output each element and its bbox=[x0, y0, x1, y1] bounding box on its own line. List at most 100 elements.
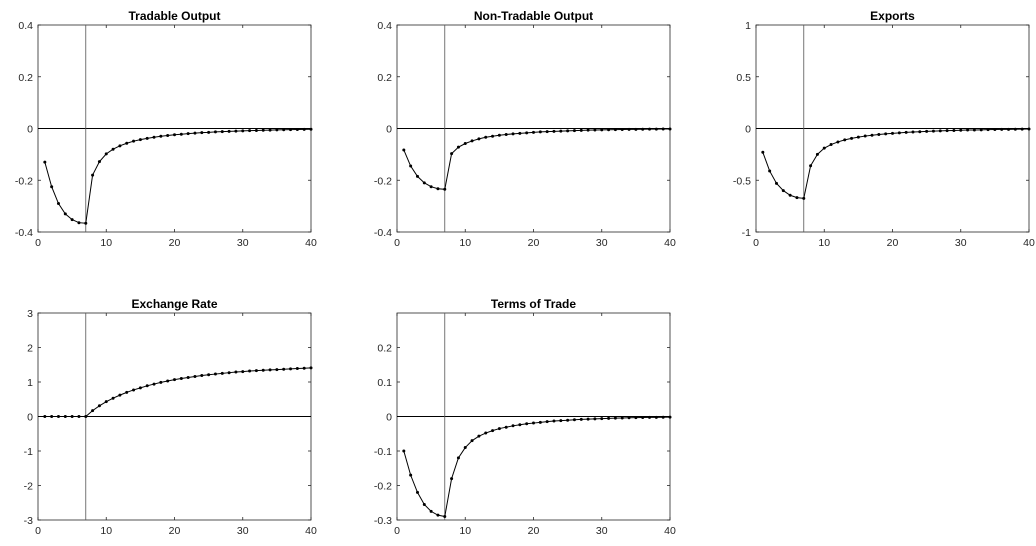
x-tick-label: 10 bbox=[100, 237, 112, 249]
x-tick-label: 20 bbox=[169, 237, 181, 249]
data-point bbox=[648, 415, 652, 419]
data-point bbox=[668, 127, 672, 131]
data-point bbox=[125, 390, 129, 394]
x-tick-label: 10 bbox=[459, 237, 471, 249]
data-point bbox=[443, 187, 447, 191]
y-tick-label: -0.4 bbox=[374, 227, 392, 239]
data-point bbox=[566, 129, 570, 133]
data-point bbox=[532, 421, 535, 425]
data-point bbox=[220, 130, 224, 134]
x-tick-label: 30 bbox=[596, 525, 608, 537]
data-point bbox=[470, 439, 474, 443]
data-point bbox=[63, 415, 67, 418]
data-point bbox=[518, 131, 522, 135]
data-point bbox=[938, 129, 942, 133]
data-point bbox=[945, 129, 949, 133]
data-point bbox=[518, 423, 522, 427]
x-tick-label: 40 bbox=[305, 237, 317, 249]
data-point bbox=[97, 160, 101, 164]
chart-title: Exports bbox=[870, 9, 915, 23]
data-point bbox=[620, 416, 624, 420]
data-point bbox=[415, 174, 419, 178]
x-tick-label: 10 bbox=[818, 237, 830, 249]
y-tick-label: 0.4 bbox=[18, 20, 33, 32]
data-point bbox=[504, 425, 508, 429]
y-tick-label: 0 bbox=[745, 124, 751, 136]
x-tick-label: 20 bbox=[528, 237, 540, 249]
data-point bbox=[125, 141, 129, 145]
data-point bbox=[132, 139, 136, 143]
data-point bbox=[952, 128, 956, 132]
data-point bbox=[579, 128, 583, 132]
y-tick-label: -3 bbox=[24, 515, 33, 527]
data-point bbox=[309, 127, 313, 131]
data-point bbox=[97, 404, 101, 408]
data-point bbox=[70, 415, 74, 418]
data-point bbox=[91, 173, 95, 177]
data-point bbox=[586, 417, 590, 421]
data-point bbox=[179, 132, 183, 136]
data-point bbox=[43, 160, 47, 164]
x-tick-label: 30 bbox=[237, 237, 249, 249]
data-point bbox=[809, 164, 813, 168]
x-tick-label: 0 bbox=[35, 525, 41, 537]
data-point bbox=[77, 221, 81, 225]
data-point bbox=[282, 128, 286, 132]
data-point bbox=[552, 129, 556, 133]
data-point bbox=[289, 128, 293, 132]
data-point bbox=[402, 449, 406, 453]
y-tick-label: 0.2 bbox=[377, 72, 392, 84]
data-point bbox=[470, 139, 474, 143]
data-point bbox=[484, 431, 488, 435]
data-point bbox=[409, 473, 413, 477]
data-point bbox=[422, 181, 426, 185]
data-point bbox=[829, 143, 833, 147]
data-point bbox=[179, 377, 183, 381]
data-point bbox=[302, 127, 306, 131]
data-point bbox=[781, 189, 785, 193]
y-tick-label: 0.1 bbox=[377, 377, 392, 389]
data-point bbox=[56, 415, 60, 418]
data-point bbox=[648, 127, 652, 131]
data-point bbox=[815, 152, 819, 156]
y-tick-label: -0.3 bbox=[374, 515, 392, 527]
data-point bbox=[193, 131, 197, 135]
data-point bbox=[234, 370, 238, 374]
data-point bbox=[641, 127, 645, 131]
series-line bbox=[403, 416, 671, 518]
data-point bbox=[593, 128, 597, 132]
data-point bbox=[118, 393, 122, 397]
data-point bbox=[504, 132, 508, 136]
y-tick-label: 0 bbox=[27, 124, 33, 136]
y-tick-label: 0 bbox=[386, 124, 392, 136]
x-tick-label: 30 bbox=[596, 237, 608, 249]
data-point bbox=[477, 434, 481, 438]
data-point bbox=[966, 128, 970, 132]
data-point bbox=[200, 131, 204, 135]
data-point bbox=[436, 187, 440, 191]
data-point bbox=[450, 477, 454, 481]
data-point bbox=[275, 368, 279, 372]
data-point bbox=[104, 152, 108, 156]
data-point bbox=[254, 128, 258, 132]
data-point bbox=[436, 513, 440, 517]
data-point bbox=[661, 127, 665, 131]
data-point bbox=[654, 127, 658, 131]
data-point bbox=[213, 130, 217, 134]
data-point bbox=[166, 379, 170, 383]
y-tick-label: 0.4 bbox=[377, 20, 392, 32]
data-point bbox=[641, 416, 645, 420]
data-point bbox=[802, 196, 806, 200]
data-point bbox=[1013, 127, 1017, 131]
data-point bbox=[959, 128, 963, 132]
x-tick-label: 20 bbox=[169, 525, 181, 537]
y-tick-label: -0.2 bbox=[15, 175, 33, 187]
data-point bbox=[295, 128, 299, 132]
x-tick-label: 0 bbox=[753, 237, 759, 249]
chart-panel: Exchange Rate 0 10 20 30 40 -3 -2 -1 0 1 2 3 bbox=[24, 297, 317, 537]
data-point bbox=[409, 164, 413, 168]
chart-panel: Exports 0 10 20 30 40 -1 -0.5 0 0.5 1 bbox=[733, 9, 1035, 249]
x-tick-label: 40 bbox=[305, 525, 317, 537]
data-point bbox=[511, 132, 515, 136]
data-point bbox=[579, 417, 583, 421]
